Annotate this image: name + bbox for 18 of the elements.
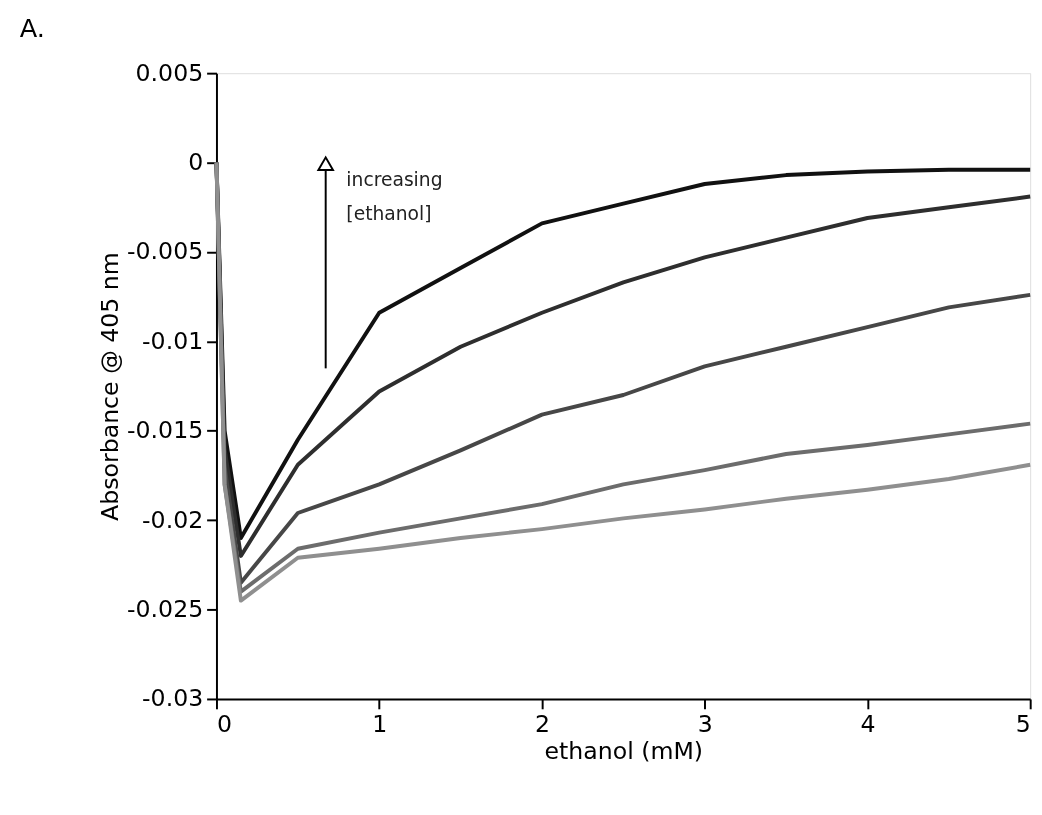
annotation: increasing [ethanol] bbox=[346, 169, 443, 224]
chart-title: A. bbox=[19, 12, 45, 43]
y-tick-label: -0.03 bbox=[142, 684, 204, 713]
x-tick-label: 5 bbox=[1015, 709, 1031, 738]
y-tick-label: 0 bbox=[188, 147, 204, 176]
y-tick-label: -0.015 bbox=[127, 416, 204, 445]
y-tick-label: -0.025 bbox=[127, 594, 204, 623]
y-tick-label: -0.02 bbox=[142, 505, 204, 534]
x-tick-label: 3 bbox=[697, 709, 713, 738]
y-tick-label: 0.005 bbox=[135, 58, 204, 87]
x-tick-label: 0 bbox=[216, 709, 232, 738]
x-axis-title: ethanol (mM) bbox=[544, 737, 704, 766]
y-tick-label: -0.01 bbox=[142, 326, 204, 355]
y-axis-title: Absorbance @ 405 nm bbox=[96, 252, 125, 521]
x-tick-label: 1 bbox=[372, 709, 388, 738]
y-tick-label: -0.005 bbox=[127, 237, 204, 266]
x-tick-label: 4 bbox=[860, 709, 876, 738]
x-tick-label: 2 bbox=[534, 709, 550, 738]
